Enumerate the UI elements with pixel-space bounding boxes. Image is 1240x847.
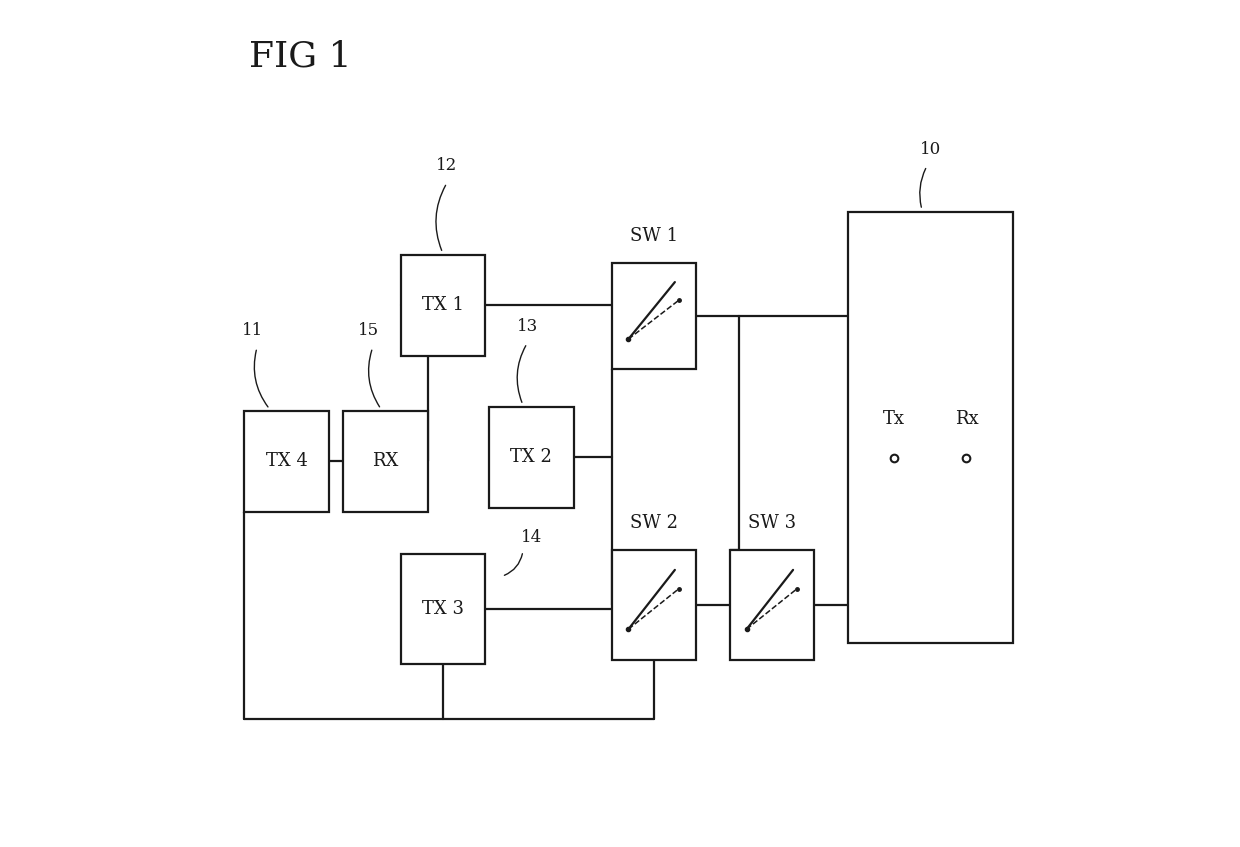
Bar	[343, 411, 428, 512]
Text: FIG 1: FIG 1	[248, 39, 351, 74]
Text: TX 4: TX 4	[265, 452, 308, 470]
Text: TX 3: TX 3	[422, 601, 464, 618]
Text: 14: 14	[521, 529, 542, 546]
Bar	[401, 554, 485, 664]
Bar	[244, 411, 329, 512]
Text: SW 1: SW 1	[630, 226, 678, 245]
Bar	[489, 407, 574, 508]
Text: 13: 13	[517, 318, 538, 335]
Text: Tx: Tx	[883, 410, 905, 428]
Bar	[401, 255, 485, 356]
Text: TX 1: TX 1	[422, 296, 464, 314]
Text: TX 2: TX 2	[511, 448, 552, 466]
Text: Rx: Rx	[955, 410, 978, 428]
Text: RX: RX	[372, 452, 398, 470]
Text: SW 3: SW 3	[748, 513, 796, 532]
Bar	[611, 551, 696, 660]
Text: SW 2: SW 2	[630, 513, 678, 532]
Text: 12: 12	[436, 158, 458, 174]
Bar	[848, 213, 1013, 643]
Text: 11: 11	[242, 322, 263, 339]
Bar	[611, 263, 696, 368]
Text: 15: 15	[358, 322, 379, 339]
Bar	[730, 551, 815, 660]
Text: 10: 10	[920, 141, 941, 158]
